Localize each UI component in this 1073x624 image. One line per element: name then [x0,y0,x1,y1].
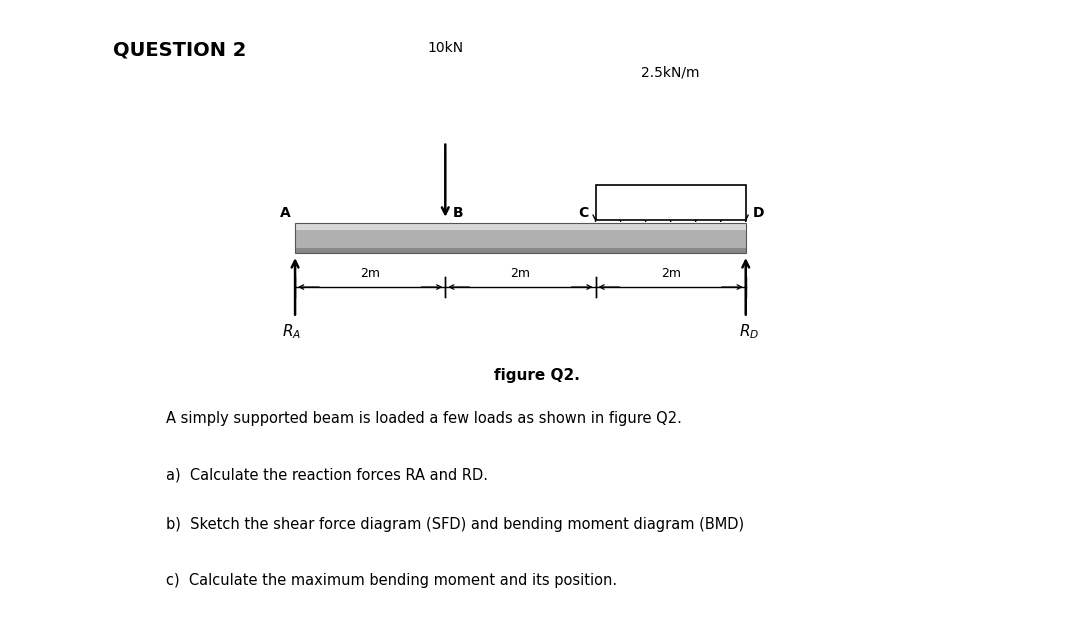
Text: 2.5kN/m: 2.5kN/m [642,66,700,79]
Text: $R_D$: $R_D$ [739,323,759,341]
Text: D: D [753,206,765,220]
Text: 10kN: 10kN [427,41,464,54]
Text: 2m: 2m [361,266,380,280]
Text: A: A [280,206,291,220]
Bar [596,185,746,220]
Text: A simply supported beam is loaded a few loads as shown in figure Q2.: A simply supported beam is loaded a few … [166,411,682,426]
Bar [295,223,746,230]
Text: b)  Sketch the shear force diagram (SFD) and bending moment diagram (BMD): b) Sketch the shear force diagram (SFD) … [166,517,745,532]
Text: 2m: 2m [661,266,680,280]
Bar [295,230,746,248]
Text: figure Q2.: figure Q2. [494,368,579,383]
Text: c)  Calculate the maximum bending moment and its position.: c) Calculate the maximum bending moment … [166,573,617,588]
Text: $R_A$: $R_A$ [282,323,302,341]
Text: C: C [577,206,588,220]
Text: QUESTION 2: QUESTION 2 [113,41,246,59]
Bar [295,248,746,253]
Text: 2m: 2m [511,266,530,280]
Bar [295,223,746,253]
Text: a)  Calculate the reaction forces RA and RD.: a) Calculate the reaction forces RA and … [166,467,488,482]
Text: B: B [453,206,464,220]
